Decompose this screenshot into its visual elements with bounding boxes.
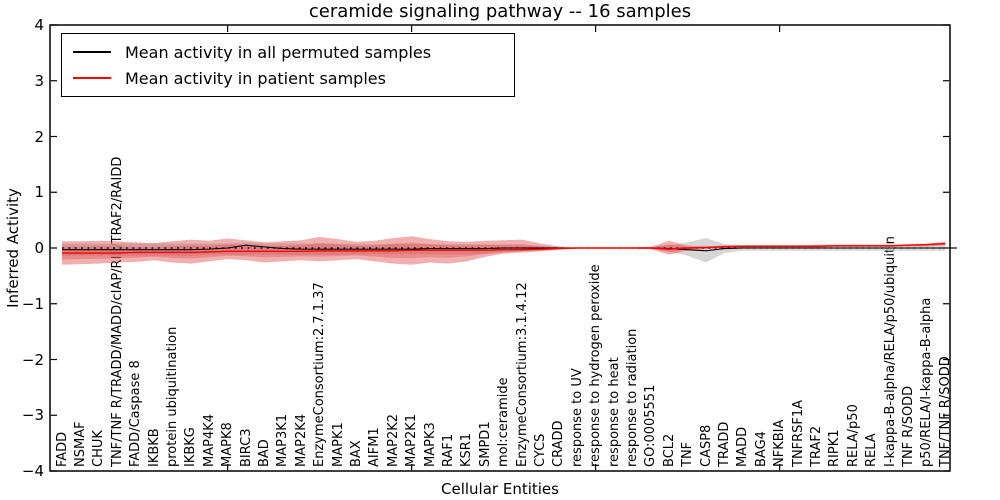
y-tick-label: −1: [21, 294, 44, 313]
patient-std-band-outer: [62, 236, 946, 265]
legend-entry-patient: Mean activity in patient samples: [62, 65, 386, 91]
y-tick-label: 3: [34, 71, 44, 90]
y-tick-label: −3: [21, 406, 44, 425]
y-tick-label: −4: [21, 462, 44, 480]
legend-entry-permuted: Mean activity in all permuted samples: [62, 39, 431, 65]
y-tick-label: −2: [21, 350, 44, 369]
legend-label-patient: Mean activity in patient samples: [125, 68, 386, 88]
legend-label-permuted: Mean activity in all permuted samples: [125, 42, 432, 62]
y-tick-label: 4: [34, 16, 44, 34]
patient-mean-line: [62, 242, 946, 254]
chart-title: ceramide signaling pathway -- 16 samples: [308, 1, 692, 22]
y-tick-label: 2: [34, 127, 44, 146]
y-tick-label: 1: [34, 183, 44, 202]
y-tick-label: 0: [34, 239, 44, 257]
patient-line-swatch: [73, 77, 111, 79]
permuted-mean-line: [62, 244, 946, 252]
x-axis-label: Cellular Entities: [441, 480, 559, 498]
legend-box: Mean activity in all permuted samples Me…: [61, 33, 515, 97]
permuted-line-swatch: [73, 51, 111, 53]
